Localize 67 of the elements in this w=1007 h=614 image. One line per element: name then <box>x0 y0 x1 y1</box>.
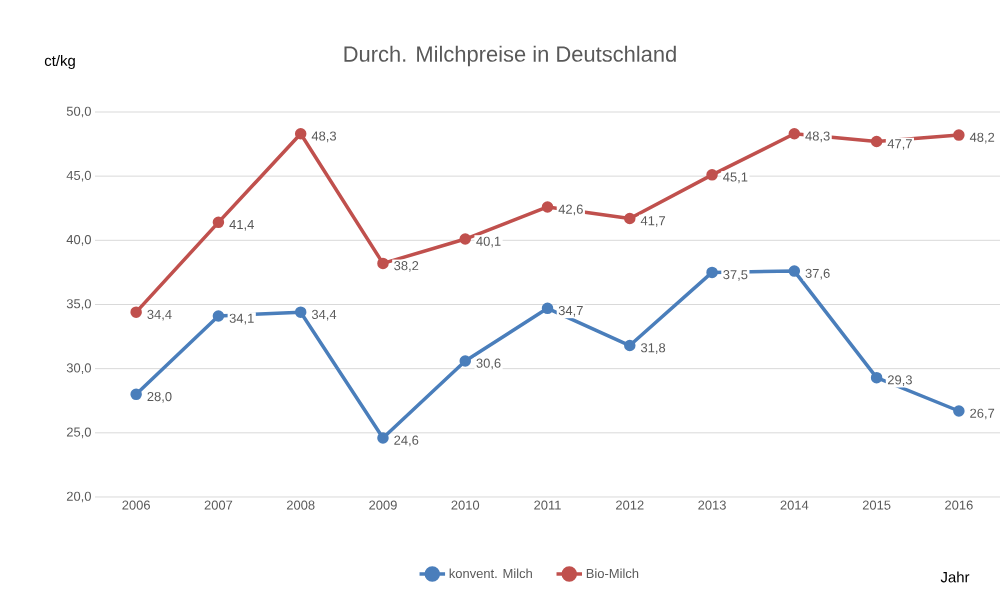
x-tick-label: 2006 <box>122 500 150 510</box>
point <box>130 388 142 401</box>
data-label: 37,5 <box>723 270 748 281</box>
data-label: 34,4 <box>147 309 172 321</box>
legend-label: Bio-Milch <box>586 568 639 579</box>
data-label: 40,1 <box>476 236 501 248</box>
point <box>953 405 965 417</box>
point <box>870 135 883 148</box>
point <box>788 265 801 277</box>
data-label: 29,3 <box>887 375 912 386</box>
data-label: 38,2 <box>394 261 419 272</box>
point <box>870 371 883 384</box>
data-label: 47,7 <box>887 139 912 150</box>
data-label: 48,3 <box>311 131 337 143</box>
point <box>212 216 225 229</box>
data-label: 31,8 <box>640 343 666 354</box>
x-tick-label: 2015 <box>862 500 891 510</box>
point <box>706 169 718 181</box>
y-tick-label: 50,0 <box>66 106 91 118</box>
chart-title: Durch. Milchpreise in Deutschland <box>344 45 676 67</box>
point <box>706 266 718 279</box>
point <box>541 302 554 315</box>
x-tick-label: 2012 <box>616 500 644 510</box>
data-label: 34,1 <box>229 313 254 325</box>
point <box>377 257 389 270</box>
data-label: 48,2 <box>969 132 995 144</box>
x-tick-label: 2009 <box>369 500 397 510</box>
data-label: 26,7 <box>970 408 995 420</box>
point <box>212 310 225 322</box>
point <box>541 201 554 213</box>
point <box>459 355 471 367</box>
data-label: 37,6 <box>805 268 830 280</box>
y-tick-label: 40,0 <box>66 234 91 246</box>
x-tick-label: 2008 <box>286 500 315 510</box>
y-tick-label: 45,0 <box>66 170 91 182</box>
data-label: 24,6 <box>394 435 419 447</box>
point <box>624 212 636 225</box>
data-label: 34,4 <box>311 309 337 321</box>
data-label: 34,7 <box>558 305 583 317</box>
x-tick-label: 2014 <box>780 500 809 510</box>
point <box>294 306 307 318</box>
data-label: 41,7 <box>640 216 666 227</box>
x-tick-label: 2011 <box>534 500 561 510</box>
legend-label: konvent. Milch <box>449 568 532 579</box>
y-tick-label: 25,0 <box>66 427 91 439</box>
point <box>788 128 801 140</box>
data-label: 28,0 <box>147 391 172 403</box>
x-axis-title: Jahr <box>940 571 970 583</box>
point <box>377 432 389 444</box>
point <box>294 128 307 140</box>
point <box>130 306 142 318</box>
data-label: 30,6 <box>476 358 501 370</box>
y-tick-label: 35,0 <box>66 299 91 310</box>
y-axis-title: ct/kg <box>44 55 75 69</box>
data-label: 48,3 <box>805 131 830 143</box>
x-tick-label: 2010 <box>451 500 480 510</box>
point <box>459 233 471 245</box>
point <box>624 339 636 352</box>
point <box>953 129 965 141</box>
data-label: 42,6 <box>558 204 583 216</box>
data-label: 41,4 <box>229 220 254 231</box>
data-label: 45,1 <box>723 172 748 184</box>
x-tick-label: 2013 <box>698 500 726 510</box>
y-tick-label: 20,0 <box>66 491 91 503</box>
x-tick-label: 2007 <box>204 500 233 510</box>
y-tick-label: 30,0 <box>66 363 91 374</box>
x-tick-label: 2016 <box>945 500 973 510</box>
